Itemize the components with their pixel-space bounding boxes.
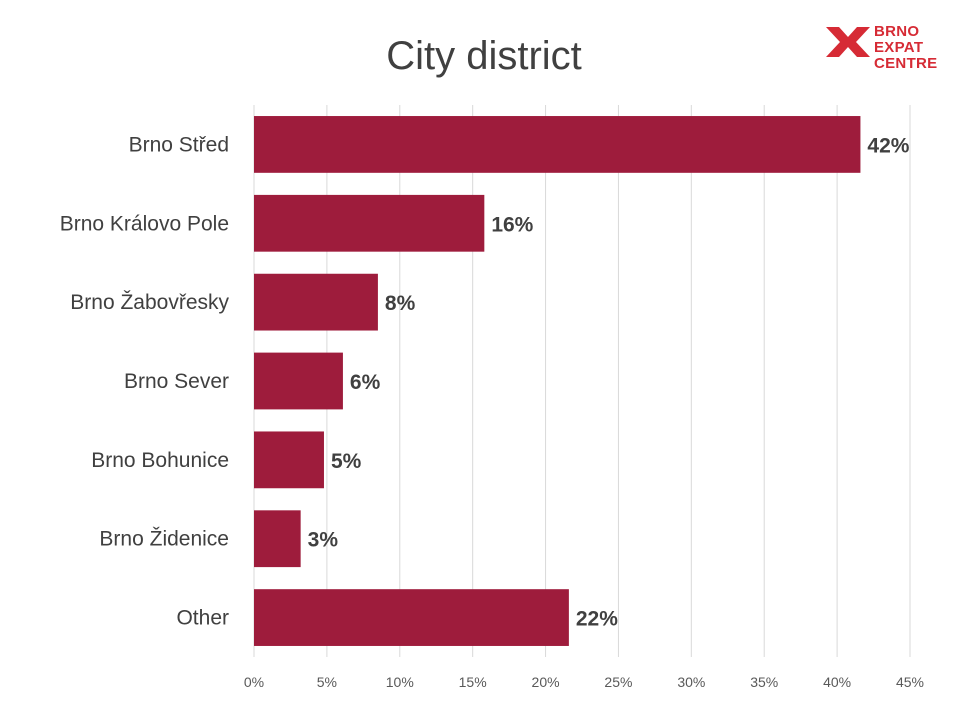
bar bbox=[254, 116, 861, 173]
bar bbox=[254, 510, 301, 568]
category-label: Brno Sever bbox=[124, 370, 229, 393]
category-label: Brno Žabovřesky bbox=[70, 291, 229, 314]
category-label: Brno Bohunice bbox=[91, 449, 229, 472]
category-label: Brno Židenice bbox=[99, 528, 229, 551]
x-tick-label: 20% bbox=[532, 674, 560, 690]
x-tick-label: 45% bbox=[896, 674, 924, 690]
brno-expat-centre-logo: BRNO EXPAT CENTRE bbox=[826, 24, 946, 74]
value-label: 22% bbox=[576, 608, 618, 631]
value-label: 6% bbox=[350, 371, 381, 394]
logo-line-3: CENTRE bbox=[874, 55, 938, 72]
category-label: Brno Střed bbox=[129, 133, 229, 156]
bar bbox=[254, 194, 485, 252]
x-tick-label: 0% bbox=[244, 674, 264, 690]
bar bbox=[254, 273, 378, 331]
value-label: 3% bbox=[308, 529, 339, 552]
x-tick-label: 10% bbox=[386, 674, 414, 690]
bar bbox=[254, 589, 569, 646]
logo-text: BRNO EXPAT CENTRE bbox=[874, 24, 937, 72]
category-label: Brno Královo Pole bbox=[60, 212, 229, 235]
value-label: 8% bbox=[385, 292, 416, 315]
x-tick-label: 40% bbox=[823, 674, 851, 690]
x-tick-label: 5% bbox=[317, 674, 337, 690]
bar bbox=[254, 431, 324, 489]
value-label: 5% bbox=[331, 450, 362, 473]
x-tick-label: 35% bbox=[750, 674, 778, 690]
logo-line-1: BRNO bbox=[874, 23, 920, 40]
logo-x-icon bbox=[826, 27, 870, 57]
x-tick-label: 15% bbox=[459, 674, 487, 690]
value-label: 42% bbox=[867, 134, 909, 157]
chart-title: City district bbox=[386, 34, 582, 78]
category-label: Other bbox=[176, 607, 229, 630]
bar bbox=[254, 352, 343, 410]
x-tick-label: 25% bbox=[604, 674, 632, 690]
value-label: 16% bbox=[491, 213, 533, 236]
x-tick-label: 30% bbox=[677, 674, 705, 690]
logo-line-2: EXPAT bbox=[874, 39, 924, 56]
